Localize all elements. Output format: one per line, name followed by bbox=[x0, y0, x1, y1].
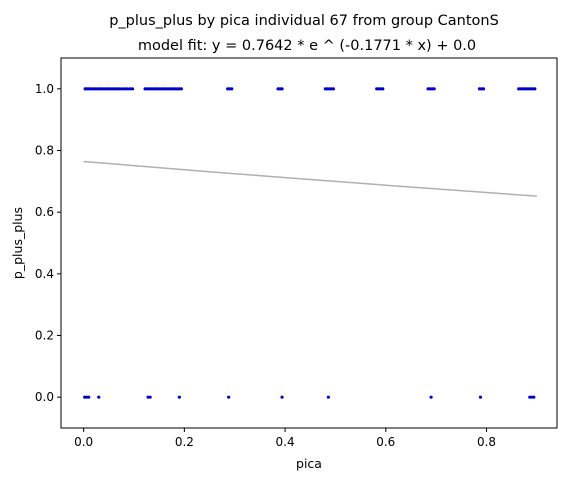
data-point bbox=[533, 87, 537, 91]
data-point bbox=[97, 395, 101, 399]
x-tick-label: 0.6 bbox=[376, 435, 395, 449]
y-tick-label: 0.4 bbox=[35, 267, 54, 281]
data-point bbox=[381, 87, 385, 91]
data-point bbox=[429, 395, 433, 399]
chart-subtitle: model fit: y = 0.7642 * e ^ (-0.1771 * x… bbox=[138, 38, 476, 54]
x-tick-label: 0.0 bbox=[74, 435, 93, 449]
y-axis-label: p_plus_plus bbox=[10, 207, 25, 279]
data-point bbox=[280, 395, 284, 399]
plot-frame bbox=[60, 57, 558, 429]
y-tick-label: 0.0 bbox=[35, 390, 54, 404]
data-point bbox=[118, 87, 122, 91]
y-tick-label: 0.2 bbox=[35, 329, 54, 343]
y-tick-label: 0.8 bbox=[35, 144, 54, 158]
data-point bbox=[148, 395, 152, 399]
data-point bbox=[432, 87, 436, 91]
data-point bbox=[177, 395, 181, 399]
data-point bbox=[481, 87, 486, 91]
data-point bbox=[227, 395, 231, 399]
data-point bbox=[125, 87, 130, 91]
data-point bbox=[130, 87, 135, 91]
y-tick-label: 0.6 bbox=[35, 205, 54, 219]
plot-area bbox=[83, 87, 537, 399]
data-point bbox=[532, 395, 536, 399]
data-point bbox=[230, 87, 234, 91]
data-point bbox=[123, 87, 127, 91]
data-point bbox=[87, 395, 91, 399]
y-tick-label: 1.0 bbox=[35, 82, 54, 96]
data-point bbox=[478, 395, 483, 399]
data-point bbox=[331, 87, 336, 91]
data-point bbox=[179, 87, 183, 91]
x-tick-label: 0.4 bbox=[276, 435, 295, 449]
data-point bbox=[326, 395, 330, 399]
fit-line bbox=[83, 160, 537, 197]
x-tick-label: 0.8 bbox=[477, 435, 496, 449]
x-tick-label: 0.2 bbox=[175, 435, 194, 449]
data-point bbox=[128, 87, 132, 91]
axis-ticks: 0.0 0.2 0.4 0.6 0.8 0.0 0.2 0.4 0.6 0.8 1.0 bbox=[35, 82, 496, 449]
data-point bbox=[120, 87, 125, 91]
chart-title: p_plus_plus by pica individual 67 from g… bbox=[109, 13, 499, 29]
data-point bbox=[280, 87, 284, 91]
x-axis-label: pica bbox=[296, 456, 322, 471]
